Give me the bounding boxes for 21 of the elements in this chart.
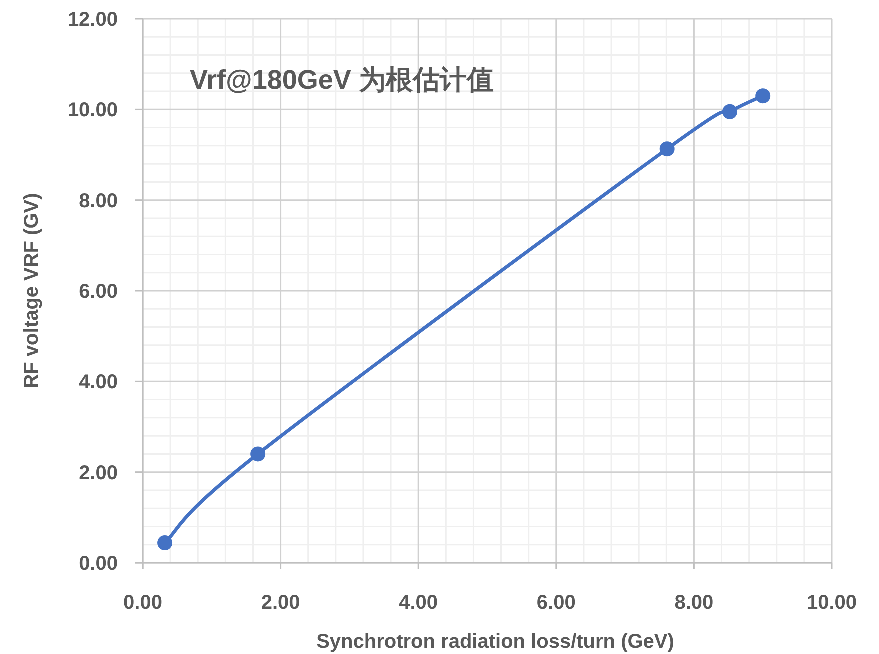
- x-tick-label: 8.00: [674, 592, 714, 614]
- point: [660, 142, 675, 157]
- point: [756, 88, 771, 104]
- y-tick-label: 6.00: [79, 281, 118, 303]
- point: [250, 446, 266, 462]
- y-tick-label: 0.00: [79, 553, 118, 575]
- y-tick-label: 4.00: [79, 372, 118, 394]
- y-tick-label: 10.00: [68, 100, 118, 122]
- y-tick-label: 12.00: [68, 9, 118, 31]
- y-tick-label: 2.00: [79, 462, 118, 484]
- x-axis-title: Synchrotron radiation loss/turn (GeV): [316, 631, 674, 653]
- x-tick-label: 10.00: [806, 592, 858, 614]
- y-tick-label: 8.00: [79, 190, 118, 212]
- x-tick-label: 2.00: [261, 592, 300, 614]
- annotation: Vrf@180GeV 为根估计值: [190, 65, 494, 95]
- point: [722, 104, 738, 120]
- y-axis-title: RF voltage VRF (GV): [21, 193, 43, 389]
- x-tick-label: 0.00: [124, 592, 162, 614]
- x-tick-label: 6.00: [536, 592, 576, 614]
- point: [158, 536, 173, 551]
- x-tick-label: 4.00: [399, 592, 438, 614]
